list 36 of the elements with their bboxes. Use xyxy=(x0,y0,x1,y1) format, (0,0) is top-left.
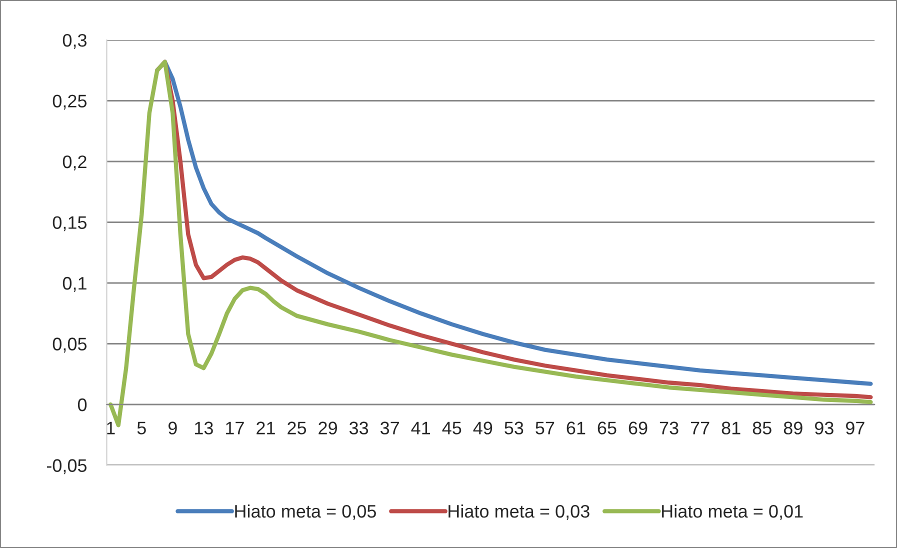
x-tick-label: 41 xyxy=(411,422,430,434)
x-tick-label: 13 xyxy=(195,422,213,434)
y-tick-label: -0,05 xyxy=(46,459,87,474)
x-tick-label: 73 xyxy=(660,422,678,434)
x-tick-label: 33 xyxy=(349,422,368,434)
x-tick-label: 21 xyxy=(256,422,275,434)
x-tick-label: 53 xyxy=(504,422,524,434)
x-tick-label: 57 xyxy=(536,422,554,434)
x-tick-label: 69 xyxy=(628,422,648,434)
x-tick-label: 97 xyxy=(846,422,864,434)
x-tick-label: 89 xyxy=(784,422,802,434)
y-tick-label: 0,2 xyxy=(62,155,86,170)
y-tick-label: 0,25 xyxy=(52,94,87,110)
x-tick-label: 93 xyxy=(814,422,834,434)
x-tick-label: 45 xyxy=(442,422,462,434)
x-tick-label: 9 xyxy=(168,422,177,434)
x-tick-label: 5 xyxy=(137,422,146,434)
legend-label: Hiato meta = 0,03 xyxy=(448,504,590,520)
x-tick-label: 85 xyxy=(752,422,772,434)
x-tick-label: 49 xyxy=(473,422,492,434)
x-tick-label: 25 xyxy=(288,422,306,434)
y-tick-label: 0,05 xyxy=(52,338,87,353)
y-tick-label: 0,1 xyxy=(62,276,86,292)
x-tick-label: 1 xyxy=(106,422,115,434)
x-tick-label: 37 xyxy=(380,422,399,434)
x-tick-label: 77 xyxy=(690,422,710,434)
x-tick-label: 17 xyxy=(226,422,244,434)
y-tick-label: 0,15 xyxy=(52,216,87,232)
y-tick-label: 0 xyxy=(78,398,87,412)
legend-label: Hiato meta = 0,05 xyxy=(235,504,376,520)
x-tick-label: 81 xyxy=(722,422,740,434)
x-tick-label: 61 xyxy=(566,422,586,434)
y-tick-label: 0,3 xyxy=(62,34,87,49)
legend-label: Hiato meta = 0,01 xyxy=(662,504,803,520)
x-tick-label: 29 xyxy=(318,422,337,434)
x-tick-label: 65 xyxy=(598,422,616,434)
